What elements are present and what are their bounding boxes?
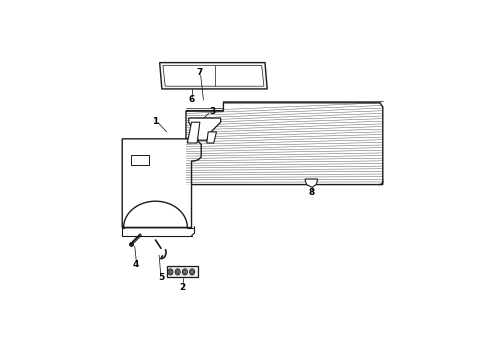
Ellipse shape xyxy=(182,269,187,275)
Text: 6: 6 xyxy=(188,95,195,104)
Ellipse shape xyxy=(168,269,173,275)
Text: 3: 3 xyxy=(209,107,216,116)
Polygon shape xyxy=(305,179,318,187)
Ellipse shape xyxy=(184,270,186,274)
Ellipse shape xyxy=(175,269,180,275)
Polygon shape xyxy=(163,66,264,86)
Text: 2: 2 xyxy=(179,283,186,292)
Polygon shape xyxy=(167,266,198,278)
Text: 1: 1 xyxy=(152,117,159,126)
Polygon shape xyxy=(187,122,200,143)
Polygon shape xyxy=(207,132,217,143)
Ellipse shape xyxy=(169,270,171,274)
Polygon shape xyxy=(160,63,267,89)
Polygon shape xyxy=(122,139,201,228)
Ellipse shape xyxy=(190,269,195,275)
Polygon shape xyxy=(186,103,383,185)
Text: 5: 5 xyxy=(159,273,165,282)
Polygon shape xyxy=(189,118,220,140)
Text: 8: 8 xyxy=(308,188,315,197)
Ellipse shape xyxy=(191,270,194,274)
Text: 4: 4 xyxy=(132,260,139,269)
Text: 7: 7 xyxy=(196,68,203,77)
Ellipse shape xyxy=(176,270,179,274)
